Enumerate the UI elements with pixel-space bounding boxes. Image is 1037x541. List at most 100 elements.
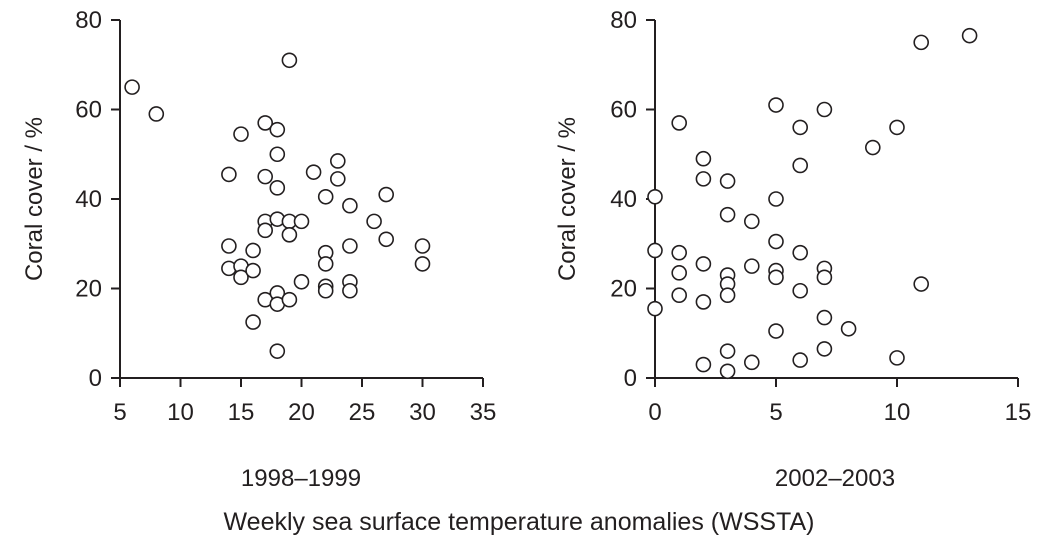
- data-point: [695, 294, 712, 310]
- panel-2002-2003-ylabel: Coral cover / %: [554, 117, 581, 281]
- data-point: [816, 341, 833, 357]
- data-point: [840, 320, 857, 337]
- data-point: [792, 244, 809, 261]
- data-point: [743, 258, 760, 274]
- data-point: [148, 106, 165, 122]
- data-point: [378, 186, 395, 203]
- data-point: [864, 139, 881, 156]
- data-point: [257, 115, 274, 131]
- data-point: [647, 300, 663, 317]
- data-point: [695, 171, 712, 187]
- data-point: [269, 343, 286, 359]
- data-point: [293, 213, 310, 230]
- data-point: [317, 282, 334, 299]
- data-point: [281, 291, 298, 308]
- data-point: [768, 191, 784, 207]
- x-tick-label: 10: [884, 399, 911, 426]
- data-point: [269, 180, 286, 196]
- data-point: [671, 244, 688, 261]
- x-tick-label: 0: [648, 399, 661, 426]
- data-point: [245, 262, 261, 279]
- data-point: [317, 188, 334, 205]
- data-point: [414, 256, 431, 272]
- data-point: [792, 282, 809, 299]
- data-point: [719, 287, 736, 304]
- y-tick-label: 20: [75, 276, 102, 303]
- x-tick-label: 35: [470, 399, 497, 426]
- data-point: [269, 121, 286, 138]
- panel-2002-2003-plot-area: 0 20 40 60 80 0 5 10 15: [610, 7, 1031, 426]
- data-point: [414, 238, 431, 254]
- scatter-panel-2002-2003: Coral cover / % 0 20 40 60 80 0 5 10 15 2002–200…: [554, 7, 1031, 492]
- data-point: [233, 269, 249, 286]
- data-point: [719, 363, 736, 380]
- y-tick-label: 60: [610, 97, 637, 124]
- data-point: [221, 166, 237, 183]
- data-point: [293, 273, 310, 290]
- data-point: [671, 287, 688, 304]
- data-point: [245, 242, 261, 259]
- x-tick-label: 25: [349, 399, 376, 426]
- y-tick-label: 0: [624, 365, 637, 392]
- data-point: [281, 227, 298, 243]
- panel-label-2002-2003: 2002–2003: [775, 465, 895, 492]
- data-point: [792, 157, 809, 174]
- data-point: [269, 146, 286, 163]
- y-tick-label: 0: [89, 365, 102, 392]
- data-point: [695, 256, 712, 272]
- data-point: [124, 79, 140, 95]
- data-point: [719, 343, 736, 359]
- data-point: [647, 188, 663, 205]
- data-point: [768, 323, 784, 339]
- x-tick-label: 15: [228, 399, 255, 426]
- x-tick-label: 15: [1005, 399, 1032, 426]
- data-point: [719, 173, 736, 189]
- data-point: [378, 231, 395, 248]
- y-tick-label: 80: [610, 7, 637, 34]
- data-point: [743, 354, 760, 371]
- data-point: [671, 115, 688, 131]
- panel-label-1998-1999: 1998–1999: [241, 465, 361, 492]
- data-point: [816, 101, 833, 118]
- data-point: [366, 213, 382, 230]
- data-point: [305, 164, 322, 180]
- data-point: [889, 350, 905, 366]
- panel-1998-1999-plot-area: 0 20 40 60 80 5 10 15 20 25 30 35: [75, 7, 496, 426]
- data-point: [647, 242, 663, 259]
- y-tick-label: 40: [75, 186, 102, 213]
- y-tick-label: 60: [75, 97, 102, 124]
- y-tick-label: 80: [75, 7, 102, 34]
- data-point: [768, 269, 784, 286]
- y-tick-label: 40: [610, 186, 637, 213]
- data-point: [816, 309, 833, 326]
- x-tick-label: 5: [769, 399, 782, 426]
- data-point: [792, 352, 809, 368]
- data-point: [792, 119, 809, 136]
- data-point: [695, 356, 712, 373]
- data-point: [768, 233, 784, 250]
- data-point: [342, 197, 358, 214]
- data-point: [233, 126, 249, 142]
- y-tick-label: 20: [610, 276, 637, 303]
- common-x-axis-label: Weekly sea surface temperature anomalies…: [224, 508, 815, 536]
- panel-1998-1999-ylabel: Coral cover / %: [21, 117, 48, 281]
- data-point: [961, 27, 978, 44]
- data-point: [913, 34, 930, 51]
- x-tick-label: 30: [409, 399, 436, 426]
- data-point: [816, 269, 833, 286]
- data-point: [257, 222, 274, 239]
- data-point: [257, 168, 274, 185]
- data-point: [342, 282, 358, 299]
- data-point: [719, 206, 736, 223]
- data-point: [671, 265, 688, 281]
- x-tick-label: 5: [113, 399, 126, 426]
- data-point: [889, 119, 905, 136]
- data-point: [221, 238, 237, 254]
- scatter-panel-1998-1999: Coral cover / % 0 20 40 60 80 5 10 15 20 25 30 35 1…: [21, 7, 496, 492]
- x-tick-label: 20: [288, 399, 315, 426]
- data-point: [913, 276, 930, 292]
- data-point: [245, 314, 261, 330]
- data-point: [329, 153, 346, 169]
- data-point: [768, 97, 784, 113]
- data-point: [743, 213, 760, 230]
